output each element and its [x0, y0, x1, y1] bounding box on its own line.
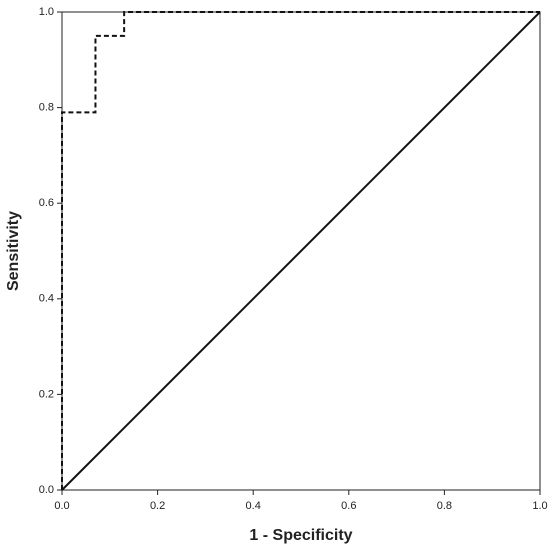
- roc-curve: [61, 11, 540, 490]
- reference-line: [61, 11, 541, 491]
- y-axis-title: Sensitivity: [5, 211, 22, 291]
- y-tick-label: 0.0: [39, 484, 54, 496]
- x-tick-label: 0.4: [246, 500, 261, 512]
- x-tick-label: 1.0: [532, 500, 547, 512]
- y-tick-label: 1.0: [39, 6, 54, 18]
- y-tick-label: 0.4: [39, 293, 54, 305]
- x-axis-title: 1 - Specificity: [249, 527, 352, 544]
- y-tick-label: 0.2: [39, 388, 54, 400]
- x-tick-label: 0.0: [54, 500, 69, 512]
- y-tick-label: 0.6: [39, 197, 54, 209]
- x-tick-label: 0.2: [150, 500, 165, 512]
- x-tick-label: 0.6: [341, 500, 356, 512]
- y-tick-label: 0.8: [39, 102, 54, 114]
- x-tick-label: 0.8: [437, 500, 452, 512]
